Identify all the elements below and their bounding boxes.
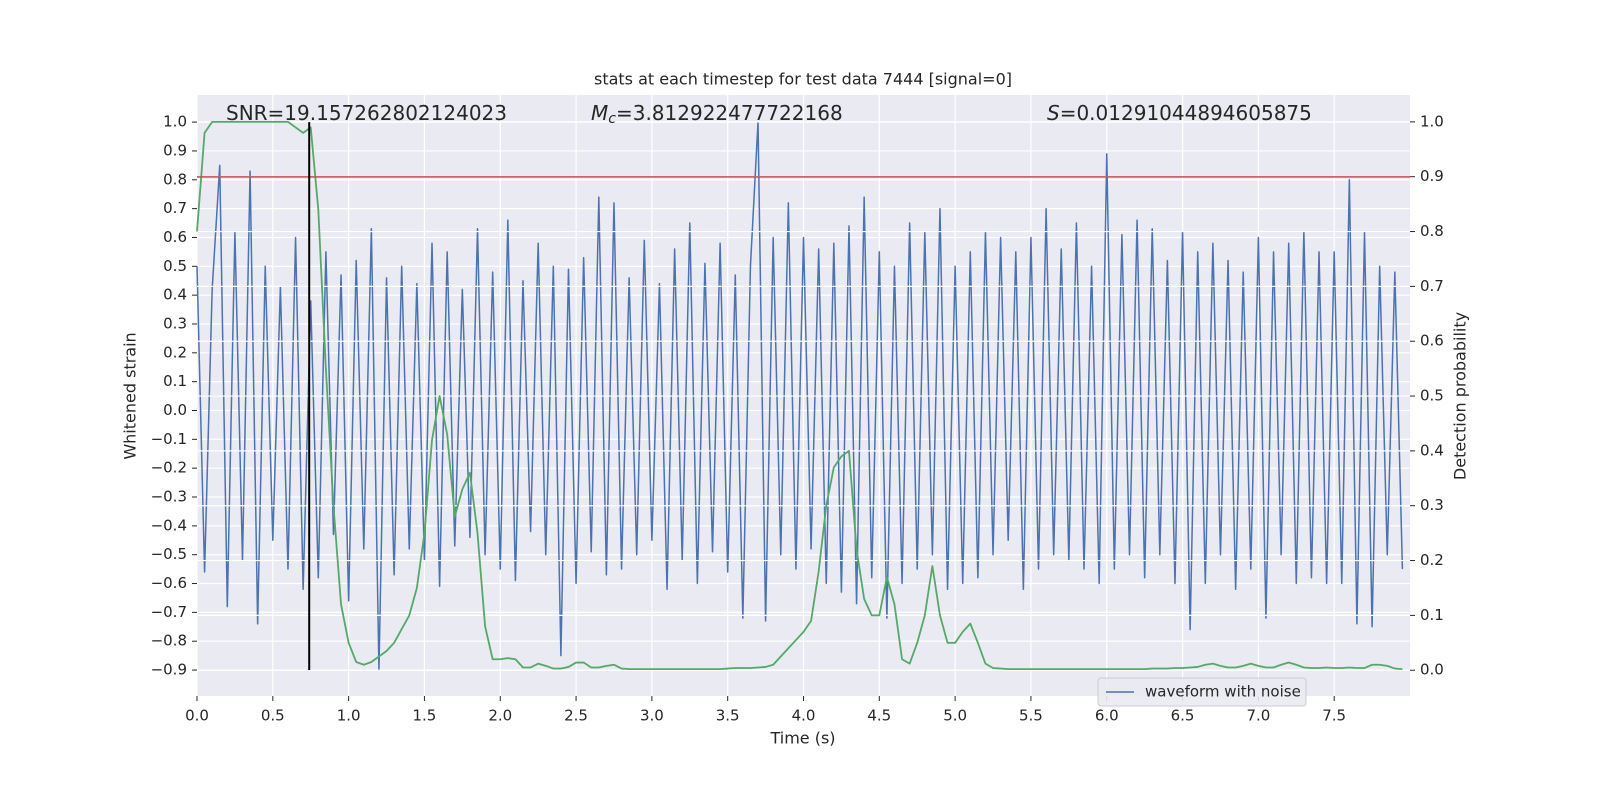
y2-tick-label: 0.5	[1420, 387, 1444, 405]
y-tick-label: 0.2	[163, 343, 187, 361]
y-tick-label: 0.0	[163, 401, 187, 419]
series-line	[196, 121, 1404, 671]
x-axis-label: Time (s)	[769, 729, 835, 748]
x-tick-label: 3.0	[640, 707, 664, 725]
y-tick-label: 0.3	[163, 314, 187, 332]
y2-tick-label: 0.9	[1420, 167, 1444, 185]
y-tick-label: 1.0	[163, 113, 187, 131]
x-tick-label: 3.5	[716, 707, 740, 725]
y-tick-label: −0.2	[151, 459, 187, 477]
annotation: Mc=3.812922477722168	[591, 101, 843, 128]
y-tick-label: −0.9	[151, 661, 187, 679]
y-tick-label: −0.4	[151, 516, 187, 534]
chart-title: stats at each timestep for test data 744…	[594, 70, 1012, 89]
x-tick-label: 1.5	[413, 707, 437, 725]
annotation: SNR=19.157262802124023	[226, 101, 507, 125]
x-tick-label: 4.0	[792, 707, 816, 725]
y2-tick-label: 0.8	[1420, 222, 1444, 240]
annotation-text: =3.812922477722168	[616, 101, 843, 125]
x-tick-label: 0.0	[185, 707, 209, 725]
y2-tick-label: 0.7	[1420, 277, 1444, 295]
y-tick-label: −0.3	[151, 488, 187, 506]
x-tick-label: 6.5	[1171, 707, 1195, 725]
x-tick-label: 6.0	[1095, 707, 1119, 725]
y2-tick-label: 0.2	[1420, 551, 1444, 569]
y2-tick-label: 0.3	[1420, 496, 1444, 514]
y-tick-label: 0.9	[163, 141, 187, 159]
annotation-symbol: M	[591, 101, 608, 125]
y-tick-label: −0.5	[151, 545, 187, 563]
y-tick-label: 0.1	[163, 372, 187, 390]
y-tick-label: −0.7	[151, 603, 187, 621]
y-tick-label: 0.5	[163, 257, 187, 275]
y-axis-label: Whitened strain	[121, 332, 140, 459]
y2-tick-label: 0.1	[1420, 606, 1444, 624]
annotation: S=0.01291044894605875	[1047, 101, 1312, 125]
x-tick-label: 7.5	[1322, 707, 1346, 725]
series-line	[196, 120, 1403, 671]
x-tick-label: 2.5	[564, 707, 588, 725]
y-tick-label: 0.7	[163, 199, 187, 217]
x-tick-label: 1.0	[337, 707, 361, 725]
annotation-text: SNR=19.157262802124023	[226, 101, 507, 125]
y2-tick-label: 1.0	[1420, 112, 1444, 130]
annotation-subscript: c	[608, 111, 616, 127]
x-tick-label: 4.5	[867, 707, 891, 725]
y-tick-label: −0.6	[151, 574, 187, 592]
annotation-text: =0.01291044894605875	[1060, 101, 1312, 125]
legend-label: waveform with noise	[1145, 683, 1301, 701]
y-tick-label: −0.8	[151, 632, 187, 650]
x-tick-label: 0.5	[261, 707, 285, 725]
legend-box	[1097, 677, 1307, 707]
y2-tick-label: 0.6	[1420, 332, 1444, 350]
y2-tick-label: 0.0	[1420, 661, 1444, 679]
y2-axis-label: Detection probability	[1451, 312, 1470, 480]
y-tick-label: 0.8	[163, 170, 187, 188]
y-tick-label: 0.4	[163, 286, 187, 304]
y2-tick-label: 0.4	[1420, 441, 1444, 459]
y-tick-label: 0.6	[163, 228, 187, 246]
y-tick-label: −0.1	[151, 430, 187, 448]
x-tick-label: 2.0	[488, 707, 512, 725]
x-tick-label: 5.0	[943, 707, 967, 725]
annotation-symbol: S	[1047, 101, 1060, 125]
x-tick-label: 5.5	[1019, 707, 1043, 725]
x-tick-label: 7.0	[1246, 707, 1270, 725]
